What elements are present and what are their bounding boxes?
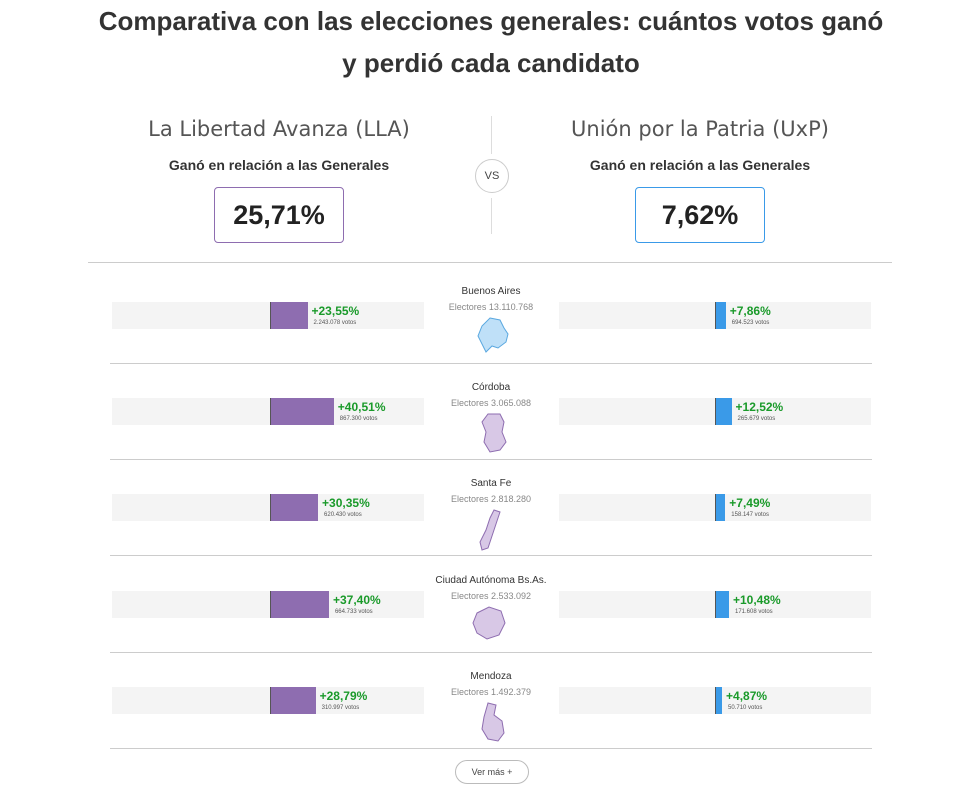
province-row: Mendoza Electores 1.492.379 +28,79% 310.997…	[110, 651, 872, 749]
title-line-1: Comparativa con las elecciones generales…	[98, 6, 884, 36]
province-name: Buenos Aires	[461, 286, 521, 297]
lla-bar-track: +40,51% 867.300 votos	[112, 398, 424, 426]
uxp-subtitle: Ganó en relación a las Generales	[589, 157, 811, 173]
lla-subtitle: Ganó en relación a las Generales	[168, 157, 390, 173]
uxp-bar-votes: 171.608 votos	[734, 608, 773, 615]
province-map-shape	[472, 606, 506, 640]
province-row: Buenos Aires Electores 13.110.768 +23,55% 2…	[110, 266, 872, 364]
province-map-shape	[481, 413, 507, 453]
uxp-value-box: 7,62%	[635, 187, 765, 243]
province-row: Córdoba Electores 3.065.088 +40,51% 867.300…	[110, 362, 872, 461]
page-title: Comparativa con las elecciones generales…	[0, 0, 954, 84]
uxp-bar-axis	[715, 398, 716, 426]
uxp-bar-track: +10,48% 171.608 votos	[559, 590, 871, 618]
province-map-icon	[481, 702, 505, 742]
lla-bar	[271, 686, 316, 714]
lla-bar-votes: 867.300 votos	[339, 416, 378, 423]
uxp-bar-track: +4,87% 50.710 votos	[559, 686, 871, 714]
lla-name: La Libertad Avanza (LLA)	[148, 117, 410, 141]
province-electores: Electores 2.533.092	[450, 590, 532, 601]
lla-bar-axis	[270, 494, 271, 522]
lla-bar-votes: 310.997 votos	[321, 704, 360, 711]
uxp-bar	[716, 398, 732, 426]
province-electores: Electores 1.492.379	[450, 686, 532, 697]
lla-value-box: 25,71%	[214, 187, 344, 243]
lla-bar-label: +28,79%	[319, 688, 368, 703]
uxp-summary: Unión por la Patria (UxP) Ganó en relaci…	[540, 117, 860, 243]
uxp-bar-label: +12,52%	[735, 400, 784, 415]
lla-bar-axis	[270, 398, 271, 426]
province-electores: Electores 3.065.088	[450, 398, 532, 409]
uxp-bar-axis	[715, 590, 716, 618]
uxp-bar-track: +7,49% 158.147 votos	[559, 494, 871, 522]
uxp-bar-track: +12,52% 265.679 votos	[559, 398, 871, 426]
uxp-value: 7,62%	[661, 200, 739, 230]
uxp-bar-label: +10,48%	[732, 592, 781, 607]
uxp-bar	[716, 686, 723, 714]
province-map-shape	[479, 509, 501, 552]
lla-bar	[271, 302, 308, 329]
uxp-bar	[716, 302, 726, 329]
uxp-bar-axis	[715, 302, 716, 329]
lla-bar-label: +23,55%	[311, 304, 360, 318]
lla-summary: La Libertad Avanza (LLA) Ganó en relació…	[119, 117, 439, 243]
province-row: Santa Fe Electores 2.818.280 +30,35% 620.43…	[110, 458, 872, 557]
lla-bar-track: +28,79% 310.997 votos	[112, 686, 424, 714]
uxp-bar-label: +7,86%	[729, 304, 771, 318]
lla-bar-label: +30,35%	[322, 496, 370, 511]
lla-bar-track: +37,40% 664.733 votos	[112, 590, 424, 618]
lla-bar	[271, 590, 329, 618]
uxp-bar	[716, 494, 726, 522]
uxp-bar-axis	[715, 686, 716, 714]
uxp-bar-label: +7,49%	[729, 496, 771, 511]
lla-bar-votes: 2.243.078 votos	[313, 320, 357, 326]
lla-bar-votes: 620.430 votos	[324, 512, 362, 519]
province-electores: Electores 13.110.768	[448, 302, 534, 312]
uxp-bar-votes: 50.710 votos	[728, 704, 763, 711]
vs-divider-top	[491, 116, 492, 154]
vs-badge: VS	[475, 159, 509, 193]
province-name: Ciudad Autónoma Bs.As.	[435, 574, 547, 586]
lla-bar-label: +37,40%	[332, 592, 381, 607]
uxp-bar-votes: 694.523 votos	[731, 320, 770, 326]
lla-value: 25,71%	[233, 200, 325, 230]
uxp-bar	[716, 590, 729, 618]
ver-mas-button[interactable]: Ver más +	[455, 760, 529, 784]
uxp-bar-track: +7,86% 694.523 votos	[559, 302, 871, 329]
province-map-shape	[477, 317, 509, 353]
lla-bar-track: +23,55% 2.243.078 votos	[112, 302, 424, 329]
province-electores: Electores 2.818.280	[450, 494, 532, 505]
province-name: Santa Fe	[470, 478, 512, 490]
lla-bar-track: +30,35% 620.430 votos	[112, 494, 424, 522]
lla-bar-label: +40,51%	[337, 400, 386, 415]
lla-bar	[271, 398, 334, 426]
vs-divider-bottom	[491, 198, 492, 234]
province-map-icon	[472, 606, 506, 640]
lla-bar-axis	[270, 686, 271, 714]
province-row: Ciudad Autónoma Bs.As. Electores 2.533.09…	[110, 555, 872, 653]
province-map-icon	[477, 317, 509, 353]
uxp-bar-votes: 265.679 votos	[737, 416, 776, 423]
uxp-name: Unión por la Patria (UxP)	[571, 117, 829, 141]
top-divider	[88, 262, 892, 263]
title-line-2: y perdió cada candidato	[342, 48, 640, 78]
lla-bar	[271, 494, 319, 522]
province-map-icon	[479, 509, 501, 552]
province-name: Córdoba	[471, 382, 511, 394]
province-name: Mendoza	[470, 670, 512, 682]
lla-bar-axis	[270, 590, 271, 618]
uxp-bar-votes: 158.147 votos	[731, 512, 769, 519]
lla-bar-axis	[270, 302, 271, 329]
province-map-icon	[481, 413, 507, 453]
province-map-shape	[481, 702, 505, 742]
uxp-bar-label: +4,87%	[726, 688, 768, 703]
uxp-bar-axis	[715, 494, 716, 522]
lla-bar-votes: 664.733 votos	[334, 608, 373, 615]
